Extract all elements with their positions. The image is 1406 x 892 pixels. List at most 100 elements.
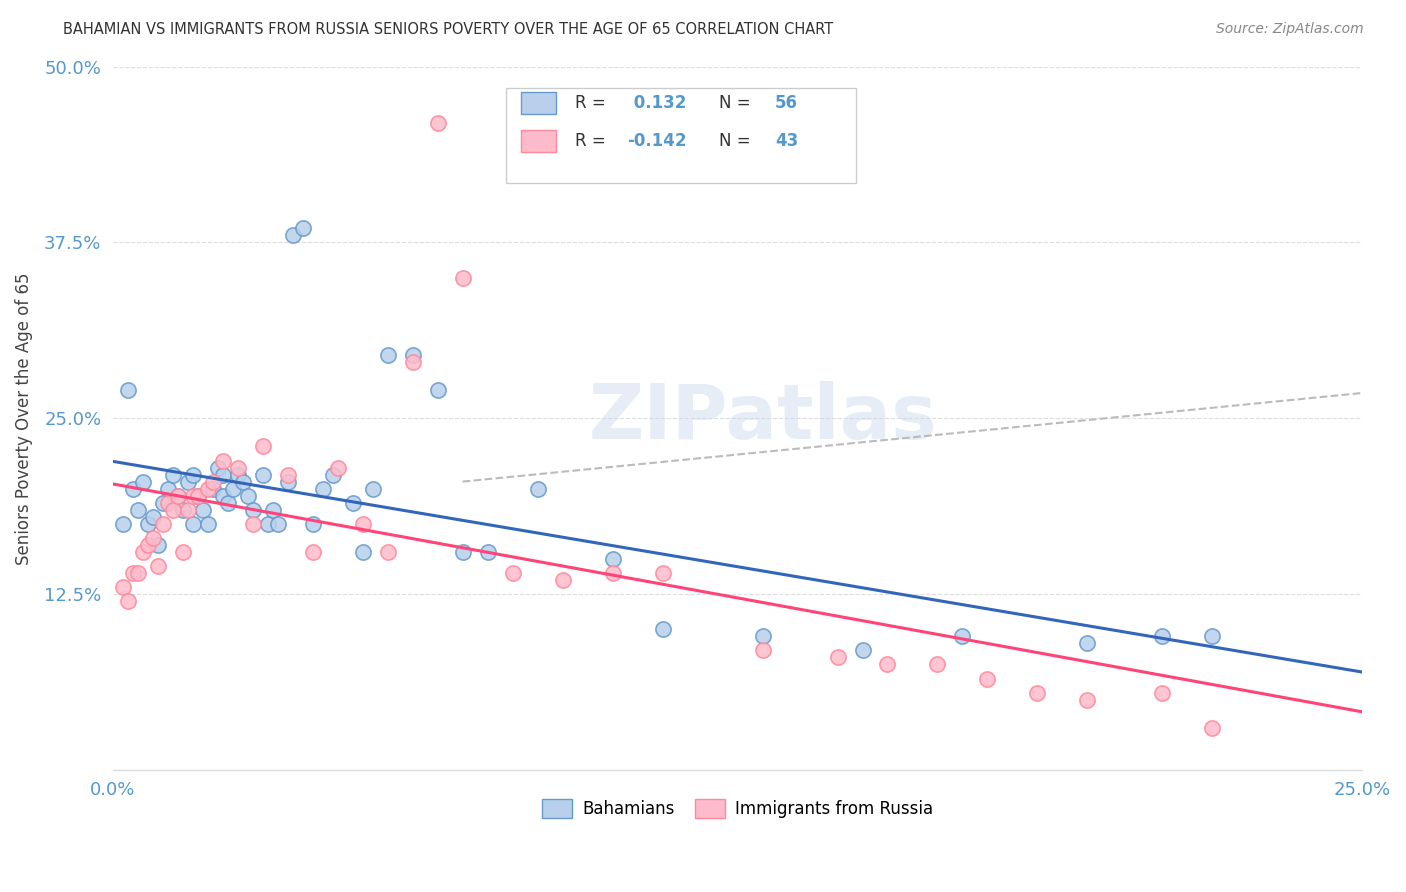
Point [136,516,159,531]
Point [131,545,153,559]
Point [232,475,254,489]
Point [301,516,323,531]
Point [111,580,134,594]
Point [172,502,194,516]
Point [146,559,169,574]
Point [166,489,188,503]
Text: Source: ZipAtlas.com: Source: ZipAtlas.com [1216,22,1364,37]
Point [1201,721,1223,735]
Point [651,566,673,580]
Point [181,516,204,531]
Point [262,502,284,516]
Point [217,496,239,510]
Point [176,502,198,516]
Point [211,489,233,503]
Point [551,573,574,587]
Point [131,475,153,489]
Legend: Bahamians, Immigrants from Russia: Bahamians, Immigrants from Russia [536,792,939,825]
Point [751,643,773,657]
Point [322,467,344,482]
Point [301,545,323,559]
Text: BAHAMIAN VS IMMIGRANTS FROM RUSSIA SENIORS POVERTY OVER THE AGE OF 65 CORRELATIO: BAHAMIAN VS IMMIGRANTS FROM RUSSIA SENIO… [63,22,834,37]
Point [197,482,219,496]
Point [121,482,143,496]
Point [851,643,873,657]
Text: 43: 43 [775,132,799,150]
Point [242,516,264,531]
Point [326,460,349,475]
Point [181,489,204,503]
Point [502,566,524,580]
Point [451,545,474,559]
Text: R =: R = [575,132,612,150]
Point [451,270,474,285]
Point [426,116,449,130]
Point [277,467,299,482]
Point [952,629,974,643]
Point [156,482,179,496]
Point [426,383,449,397]
Point [342,496,364,510]
Point [827,650,849,665]
Point [751,629,773,643]
Text: 56: 56 [775,95,799,112]
Point [127,566,149,580]
FancyBboxPatch shape [506,87,856,183]
Point [1201,629,1223,643]
Point [172,545,194,559]
Point [142,531,165,545]
Point [876,657,898,672]
Y-axis label: Seniors Poverty Over the Age of 65: Seniors Poverty Over the Age of 65 [15,272,32,565]
Point [181,467,204,482]
Point [377,348,399,362]
Point [187,489,209,503]
Point [236,489,259,503]
Point [277,475,299,489]
Point [1076,636,1098,650]
Point [127,502,149,516]
Point [211,467,233,482]
Point [352,545,374,559]
FancyBboxPatch shape [522,130,557,153]
Point [136,538,159,552]
Point [166,489,188,503]
Point [152,516,174,531]
Point [352,516,374,531]
FancyBboxPatch shape [522,92,557,114]
Text: ZIPatlas: ZIPatlas [588,381,936,455]
Point [226,467,249,482]
Point [152,496,174,510]
Point [176,475,198,489]
Point [187,489,209,503]
Point [117,383,139,397]
Point [242,502,264,516]
Text: -0.142: -0.142 [627,132,688,150]
Point [146,538,169,552]
Point [927,657,949,672]
Point [311,482,333,496]
Point [201,482,224,496]
Point [191,502,214,516]
Point [602,552,624,566]
Point [291,221,314,235]
Point [252,439,274,453]
Point [526,482,548,496]
Point [226,460,249,475]
Point [266,516,288,531]
Point [111,516,134,531]
Point [1152,685,1174,699]
Point [361,482,384,496]
Text: N =: N = [718,132,755,150]
Point [602,566,624,580]
Point [211,453,233,467]
Point [201,475,224,489]
Point [377,545,399,559]
Point [1026,685,1049,699]
Text: N =: N = [718,95,755,112]
Point [256,516,278,531]
Point [1152,629,1174,643]
Point [162,502,184,516]
Point [1076,692,1098,706]
Point [156,496,179,510]
Point [477,545,499,559]
